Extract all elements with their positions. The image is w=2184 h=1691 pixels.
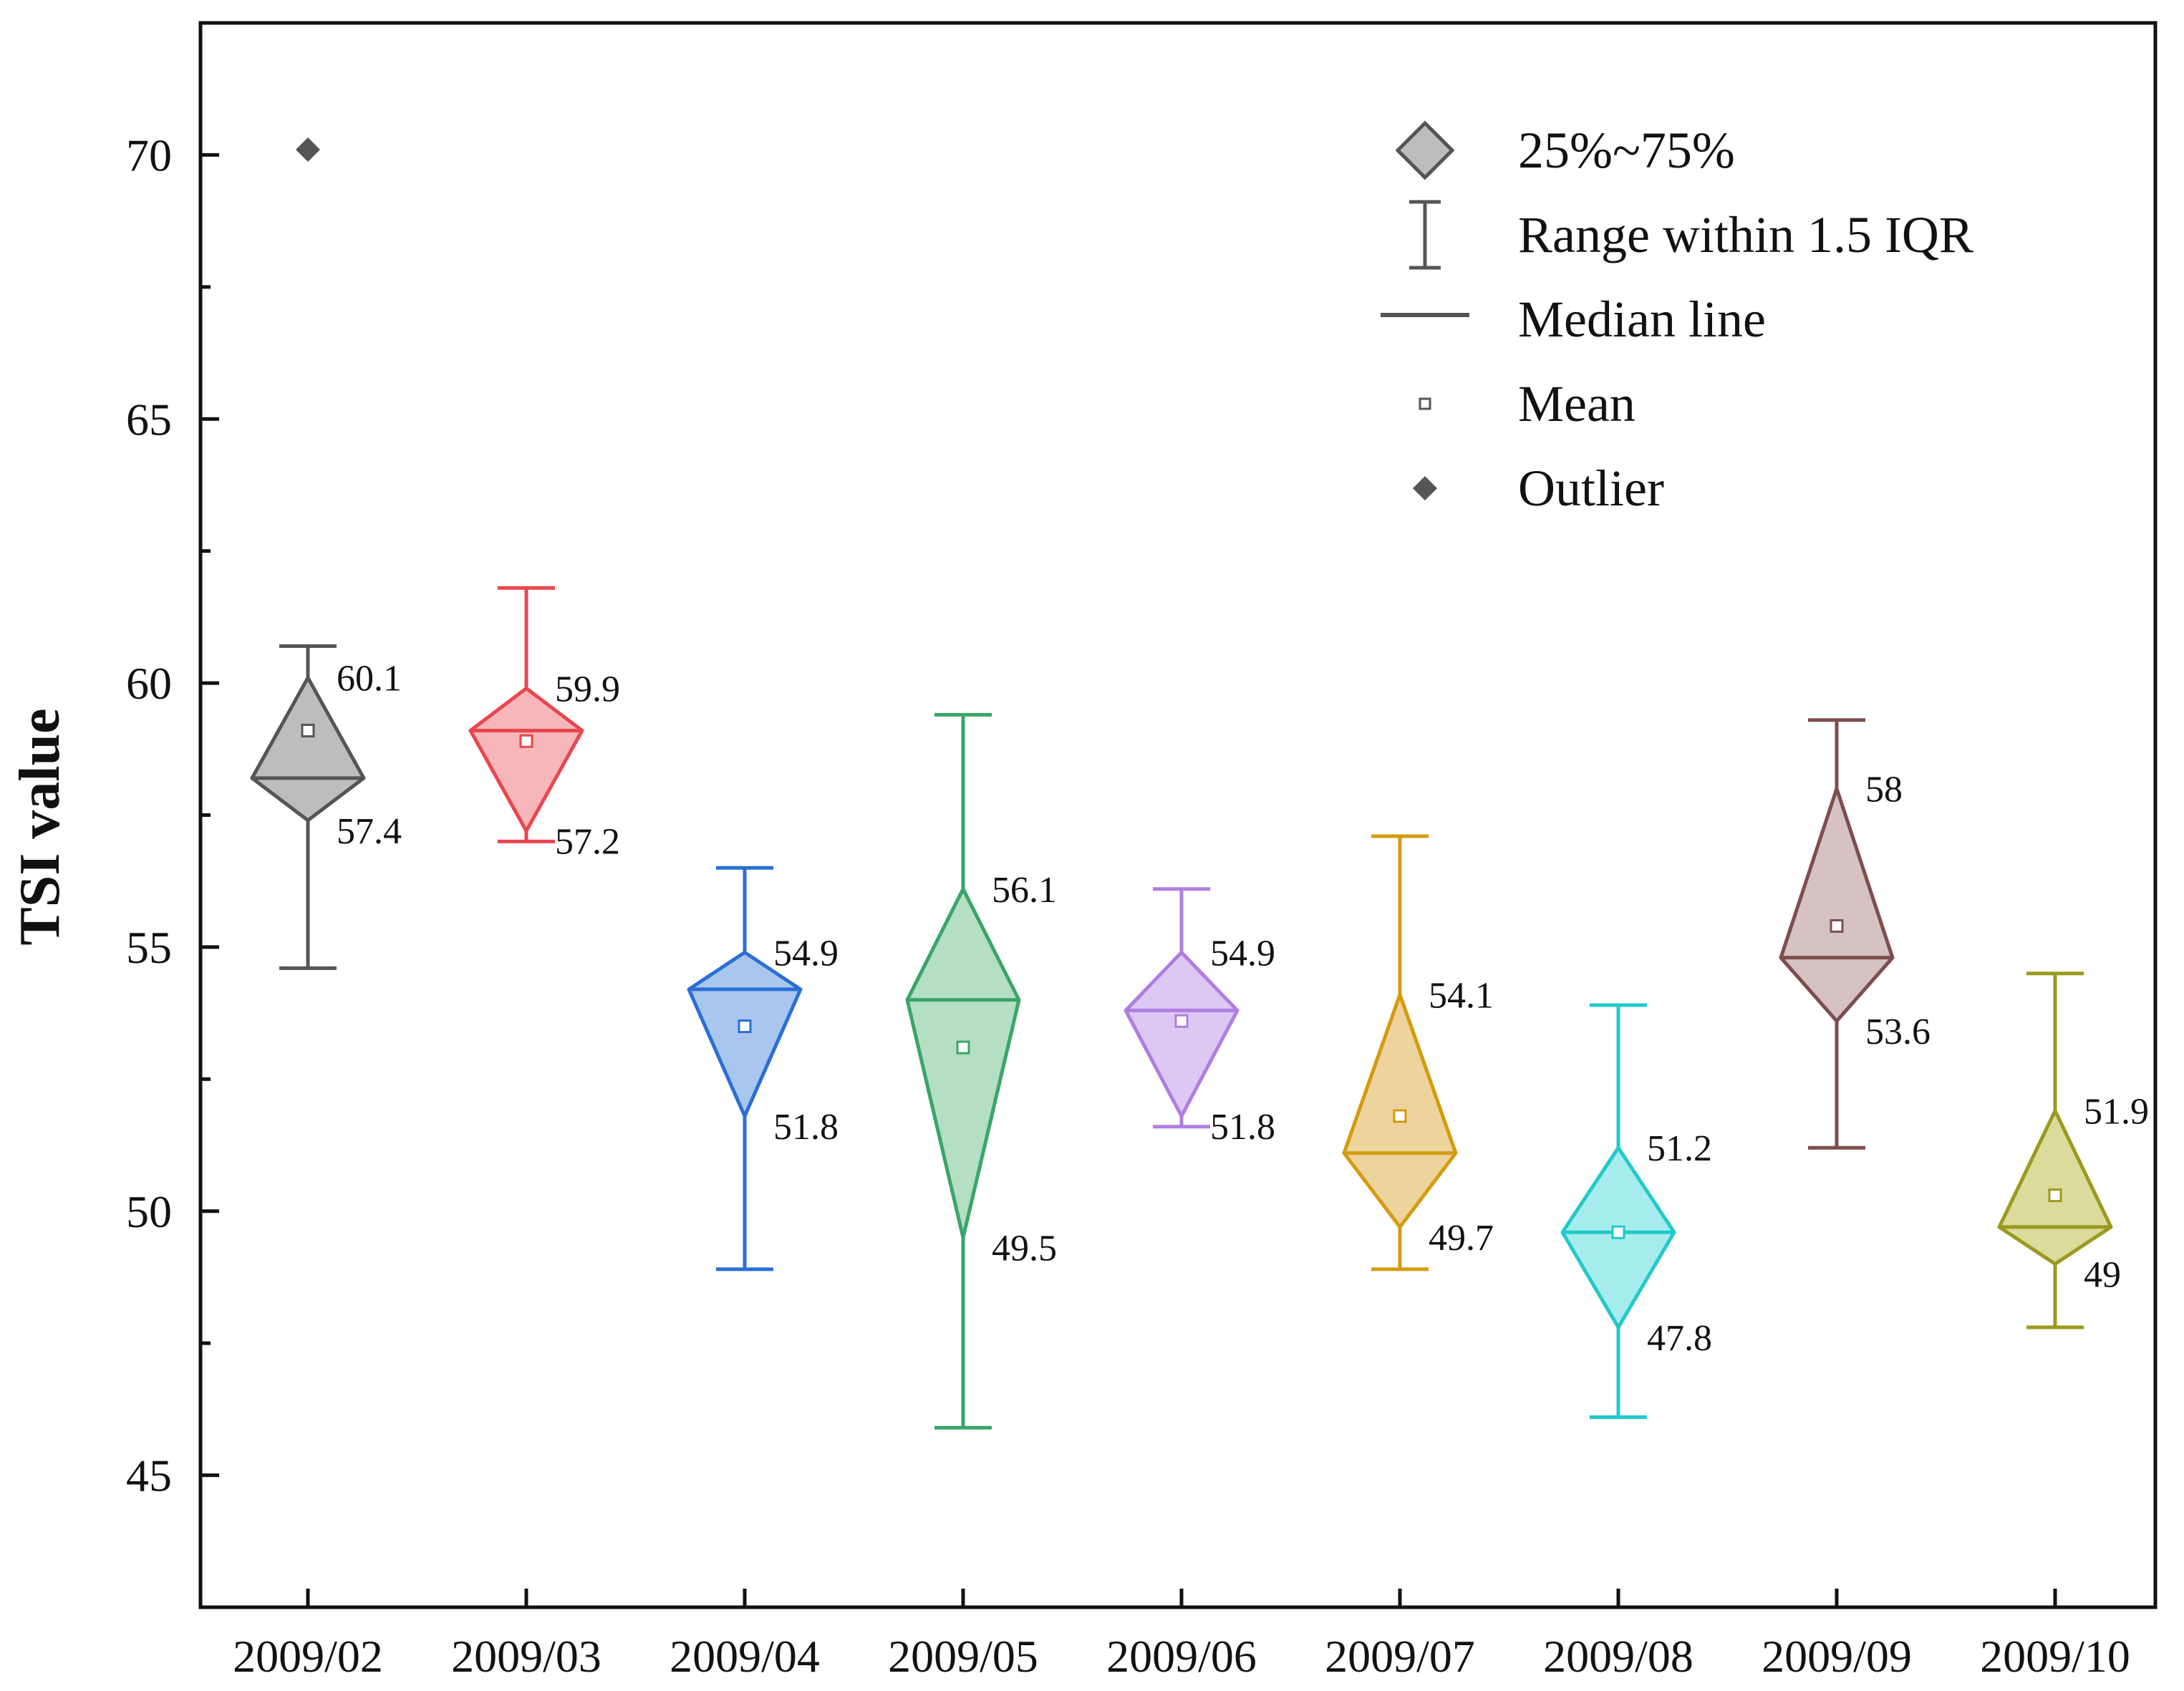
mean-marker xyxy=(2048,1188,2062,1203)
y-tick-label: 45 xyxy=(126,1450,172,1501)
q3-value-label: 54.9 xyxy=(773,933,839,974)
box-2009/07: 54.1 49.7 xyxy=(1342,834,1494,1271)
y-tick-label: 50 xyxy=(126,1186,172,1237)
mean-marker xyxy=(738,1019,752,1034)
box-2009/05: 56.1 49.5 xyxy=(905,712,1057,1430)
q1-value-label: 49.5 xyxy=(992,1229,1057,1269)
q1-value-label: 57.4 xyxy=(337,811,402,852)
x-tick-label: 2009/05 xyxy=(888,1631,1038,1682)
q1-value-label: 51.8 xyxy=(773,1107,839,1148)
box-2009/09: 58 53.6 xyxy=(1779,718,1931,1150)
legend-label: Mean xyxy=(1518,375,1635,432)
q3-value-label: 58 xyxy=(1865,770,1903,810)
y-tick-label: 65 xyxy=(126,394,172,445)
q3-value-label: 51.9 xyxy=(2084,1092,2149,1133)
box-2009/02: 60.1 57.4 xyxy=(250,137,402,970)
legend-item-line: Median line xyxy=(1381,291,1766,348)
q1-value-label: 57.2 xyxy=(555,822,620,863)
iqr-diamond xyxy=(468,686,584,833)
q1-value-label: 47.8 xyxy=(1647,1318,1712,1359)
x-tick-label: 2009/07 xyxy=(1325,1631,1475,1682)
legend-item-outlier: Outlier xyxy=(1413,460,1664,517)
q3-value-label: 54.9 xyxy=(1210,933,1275,974)
legend-outlier-icon xyxy=(1413,476,1437,500)
box-2009/08: 51.2 47.8 xyxy=(1560,1003,1712,1419)
x-tick-label: 2009/04 xyxy=(670,1631,820,1682)
q3-value-label: 60.1 xyxy=(337,659,402,699)
iqr-diamond xyxy=(905,887,1021,1240)
y-tick-label: 70 xyxy=(126,130,172,180)
iqr-diamond xyxy=(250,676,366,823)
mean-marker xyxy=(301,723,315,737)
iqr-diamond xyxy=(687,950,803,1118)
q3-value-label: 56.1 xyxy=(992,870,1057,911)
box-2009/04: 54.9 51.8 xyxy=(687,866,839,1271)
legend-diamond-icon xyxy=(1395,120,1455,180)
mean-marker xyxy=(956,1040,970,1055)
legend-label: Range within 1.5 IQR xyxy=(1518,206,1973,263)
mean-marker xyxy=(1830,919,1844,933)
q3-value-label: 51.2 xyxy=(1647,1128,1712,1169)
q1-value-label: 49.7 xyxy=(1429,1218,1494,1259)
box-2009/10: 51.9 49 xyxy=(1997,972,2149,1329)
legend: 25%~75% Range within 1.5 IQR Median line Me… xyxy=(1381,120,1973,517)
mean-marker xyxy=(1611,1225,1625,1239)
y-tick-label: 60 xyxy=(126,658,172,709)
y-axis-label: TSI value xyxy=(9,708,72,945)
legend-item-diamond: 25%~75% xyxy=(1395,120,1735,180)
outlier-marker xyxy=(296,137,320,163)
q3-value-label: 54.1 xyxy=(1429,975,1494,1016)
legend-item-mean: Mean xyxy=(1419,375,1635,432)
q1-value-label: 53.6 xyxy=(1865,1012,1931,1052)
iqr-diamond xyxy=(1997,1109,2113,1266)
iqr-diamond xyxy=(1124,950,1240,1118)
x-tick-label: 2009/09 xyxy=(1762,1631,1912,1682)
mean-marker xyxy=(519,734,533,748)
legend-label: Median line xyxy=(1518,291,1766,348)
y-tick-label: 55 xyxy=(126,922,172,973)
x-tick-label: 2009/10 xyxy=(1980,1631,2130,1682)
q1-value-label: 49 xyxy=(2084,1255,2121,1296)
iqr-diamond xyxy=(1779,787,1895,1023)
q1-value-label: 51.8 xyxy=(1210,1107,1275,1148)
box-series: 60.1 57.4 59.9 57.2 54.9 51.8 56.1 49.5 54.9 51.8… xyxy=(250,137,2149,1430)
mean-marker xyxy=(1393,1109,1407,1123)
x-tick-label: 2009/03 xyxy=(451,1631,601,1682)
y-axis: 45 50 55 60 65 70 xyxy=(126,21,219,1609)
q3-value-label: 59.9 xyxy=(555,669,620,709)
box-2009/03: 59.9 57.2 xyxy=(468,586,620,863)
legend-label: 25%~75% xyxy=(1518,122,1735,179)
mean-marker xyxy=(1174,1014,1189,1028)
x-tick-label: 2009/08 xyxy=(1543,1631,1693,1682)
box-2009/06: 54.9 51.8 xyxy=(1124,887,1275,1148)
legend-label: Outlier xyxy=(1518,460,1664,517)
legend-item-whisker: Range within 1.5 IQR xyxy=(1409,200,1973,270)
x-tick-label: 2009/02 xyxy=(233,1631,383,1682)
x-tick-label: 2009/06 xyxy=(1106,1631,1257,1682)
legend-mean-icon xyxy=(1419,397,1431,410)
x-axis: 2009/02 2009/03 2009/04 2009/05 2009/06 2009/… xyxy=(233,1589,2130,1682)
